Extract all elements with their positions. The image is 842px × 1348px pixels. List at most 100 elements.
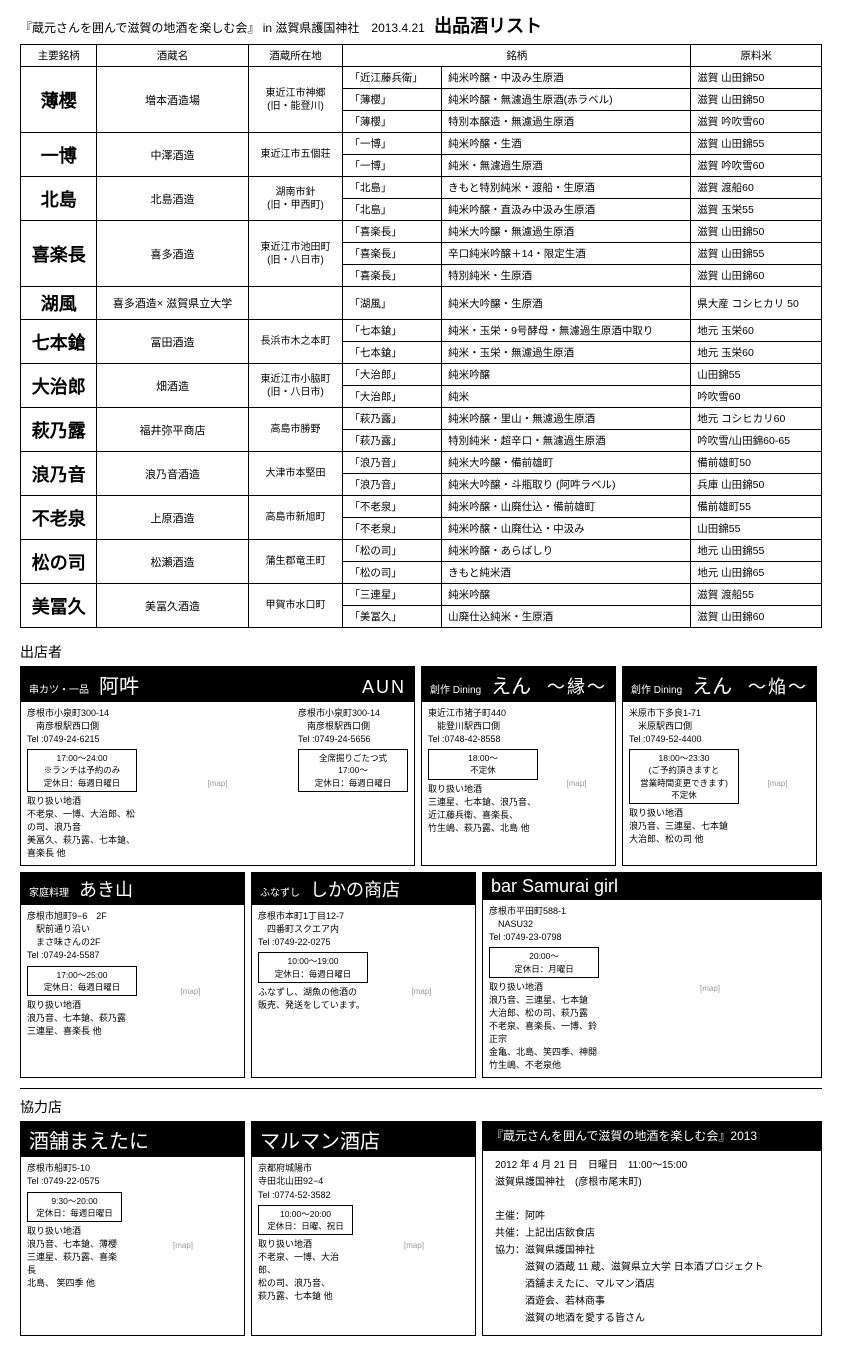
outlet-sake: 取り扱い地酒浪乃音、七本鎗、薄櫻三連星、萩乃露、喜楽長北島、 笑四季 他 bbox=[27, 1225, 122, 1290]
page-header: 『蔵元さんを囲んで滋賀の地酒を楽しむ会』 in 滋賀県護国神社 2013.4.2… bbox=[20, 12, 822, 38]
outlet-name: 阿吽 bbox=[99, 670, 139, 699]
rice-cell: 兵庫 山田錦50 bbox=[691, 474, 822, 496]
product-name: 「大治郎」 bbox=[343, 386, 442, 408]
outlet-hours: 17:00〜25:00定休日：毎週日曜日 bbox=[27, 966, 137, 997]
outlet-card: マルマン酒店京都府城陽市寺田北山田92−4Tel :0774-52-358210… bbox=[251, 1121, 476, 1335]
product-desc: 純米吟醸・里山・無濾過生原酒 bbox=[442, 408, 691, 430]
outlet-address: 彦根市小泉町300-14 南彦根駅西口側Tel :0749-24-6215 bbox=[27, 707, 137, 746]
product-name: 「薄櫻」 bbox=[343, 89, 442, 111]
sake-table: 主要銘柄酒蔵名酒蔵所在地銘柄原料米 薄櫻増本酒造場東近江市神郷(旧・能登川)「近… bbox=[20, 44, 822, 628]
product-name: 「美冨久」 bbox=[343, 606, 442, 628]
product-desc: 特別純米・超辛口・無濾過生原酒 bbox=[442, 430, 691, 452]
brand-cell: 大治郎 bbox=[21, 364, 97, 408]
outlet-hours: 17:00〜24:00※ランチは予約のみ定休日：毎週日曜日 bbox=[27, 749, 137, 792]
partners-row: 酒舗まえたに彦根市船町5-10Tel :0749-22-05759:30〜20:… bbox=[20, 1121, 822, 1335]
outlet-address: 彦根市小泉町300-14 南彦根駅西口側Tel :0749-24-5656 bbox=[298, 707, 408, 746]
product-desc: 純米大吟醸・斗瓶取り (阿吽ラベル) bbox=[442, 474, 691, 496]
brewery-cell: 美冨久酒造 bbox=[97, 584, 248, 628]
product-desc: 辛口純米吟醸＋14・限定生酒 bbox=[442, 243, 691, 265]
map-icon: [map] bbox=[544, 707, 609, 860]
rice-cell: 地元 山田錦55 bbox=[691, 540, 822, 562]
product-desc: 純米吟醸・山廃仕込・中汲み bbox=[442, 518, 691, 540]
product-desc: 純米吟醸・あらばしり bbox=[442, 540, 691, 562]
outlet-card: 酒舗まえたに彦根市船町5-10Tel :0749-22-05759:30〜20:… bbox=[20, 1121, 245, 1335]
map-icon: [map] bbox=[745, 707, 810, 860]
outlet-sake: 取り扱い地酒不老泉、一博、大治郎、松の司、浪乃音、萩乃露、七本鎗 他 bbox=[258, 1238, 353, 1303]
outlet-sake: 取り扱い地酒不老泉、一博、大治郎、松の司、浪乃音美冨久、萩乃露、七本鎗、喜楽長 … bbox=[27, 795, 137, 860]
outlet-sake: ふなずし、湖魚の他酒の販売、発送をしています。 bbox=[258, 986, 368, 1012]
rice-cell: 滋賀 渡船60 bbox=[691, 177, 822, 199]
rice-cell: 吟吹雪/山田錦60-65 bbox=[691, 430, 822, 452]
product-desc: 純米吟醸・生酒 bbox=[442, 133, 691, 155]
product-desc: 純米大吟醸・備前雄町 bbox=[442, 452, 691, 474]
brand-cell: 薄櫻 bbox=[21, 67, 97, 133]
product-desc: 純米・玉栄・9号酵母・無濾過生原酒中取り bbox=[442, 320, 691, 342]
outlet-name: えん bbox=[491, 670, 531, 699]
outlet-name-en: 〜縁〜 bbox=[547, 673, 607, 699]
rice-cell: 地元 玉栄60 bbox=[691, 320, 822, 342]
rice-cell: 備前雄町55 bbox=[691, 496, 822, 518]
outlet-name: あき山 bbox=[79, 876, 133, 902]
brewery-cell: 北島酒造 bbox=[97, 177, 248, 221]
product-desc: 純米・玉栄・無濾過生原酒 bbox=[442, 342, 691, 364]
brand-cell: 七本鎗 bbox=[21, 320, 97, 364]
outlet-hours: 全席掘りごたつ式17:00〜定休日：毎週日曜日 bbox=[298, 749, 408, 792]
map-icon: [map] bbox=[128, 1162, 238, 1329]
rice-cell: 地元 山田錦65 bbox=[691, 562, 822, 584]
location-cell: 大津市本堅田 bbox=[248, 452, 343, 496]
event-body: 2012 年 4 月 21 日 日曜日 11:00〜15:00滋賀県護国神社 (… bbox=[495, 1157, 809, 1327]
product-name: 「一博」 bbox=[343, 133, 442, 155]
outlet-hours: 10:00〜19:00定休日：毎週日曜日 bbox=[258, 952, 368, 983]
product-name: 「喜楽長」 bbox=[343, 243, 442, 265]
location-cell: 東近江市小脇町(旧・八日市) bbox=[248, 364, 343, 408]
product-name: 「北島」 bbox=[343, 199, 442, 221]
outlet-address: 米原市下多良1-71 米原駅西口側Tel :0749-52-4400 bbox=[629, 707, 739, 746]
outlet-address: 彦根市旭町9−6 2F 駅前通り沿い まさ味さんの2FTel :0749-24-… bbox=[27, 910, 137, 962]
rice-cell: 滋賀 山田錦50 bbox=[691, 67, 822, 89]
product-desc: 特別純米・生原酒 bbox=[442, 265, 691, 287]
product-name: 「七本鎗」 bbox=[343, 342, 442, 364]
outlets-row2: 家庭料理あき山彦根市旭町9−6 2F 駅前通り沿い まさ味さんの2FTel :0… bbox=[20, 872, 822, 1078]
outlet-sub: 家庭料理 bbox=[29, 884, 69, 899]
header-title: 出品酒リスト bbox=[434, 16, 542, 36]
product-name: 「一博」 bbox=[343, 155, 442, 177]
outlets-row: 串カツ・一品阿吽AUN彦根市小泉町300-14 南彦根駅西口側Tel :0749… bbox=[20, 666, 822, 866]
map-icon: [map] bbox=[143, 910, 238, 1072]
product-desc: 純米大吟醸・生原酒 bbox=[442, 287, 691, 320]
product-name: 「松の司」 bbox=[343, 562, 442, 584]
product-desc: 特別本醸造・無濾過生原酒 bbox=[442, 111, 691, 133]
location-cell: 東近江市五個荘 bbox=[248, 133, 343, 177]
brewery-cell: 福井弥平商店 bbox=[97, 408, 248, 452]
product-name: 「喜楽長」 bbox=[343, 265, 442, 287]
outlet-card: 創作 Diningえん〜焔〜米原市下多良1-71 米原駅西口側Tel :0749… bbox=[622, 666, 817, 866]
outlet-address: 彦根市平田町588-1 NASU32Tel :0749-23-0798 bbox=[489, 905, 599, 944]
location-cell: 高島市勝野 bbox=[248, 408, 343, 452]
product-name: 「七本鎗」 bbox=[343, 320, 442, 342]
product-name: 「浪乃音」 bbox=[343, 452, 442, 474]
product-desc: 山廃仕込純米・生原酒 bbox=[442, 606, 691, 628]
map-icon: [map] bbox=[374, 910, 469, 1072]
brand-cell: 浪乃音 bbox=[21, 452, 97, 496]
brewery-cell: 浪乃音酒造 bbox=[97, 452, 248, 496]
product-desc: きもと純米酒 bbox=[442, 562, 691, 584]
map-icon: [map] bbox=[605, 905, 815, 1072]
rice-cell: 滋賀 山田錦55 bbox=[691, 133, 822, 155]
section-outlets: 出店者 bbox=[20, 642, 822, 662]
product-desc: きもと特別純米・渡船・生原酒 bbox=[442, 177, 691, 199]
event-title: 『蔵元さんを囲んで滋賀の地酒を楽しむ会』2013 bbox=[483, 1122, 821, 1150]
outlet-hours: 18:00〜23:30(ご予約頂きますと営業時間変更できます)不定休 bbox=[629, 749, 739, 804]
rice-cell: 県大産 コシヒカリ 50 bbox=[691, 287, 822, 320]
location-cell bbox=[248, 287, 343, 320]
rice-cell: 滋賀 山田錦60 bbox=[691, 606, 822, 628]
location-cell: 東近江市神郷(旧・能登川) bbox=[248, 67, 343, 133]
col-header: 酒蔵名 bbox=[97, 45, 248, 67]
product-desc: 純米・無濾過生原酒 bbox=[442, 155, 691, 177]
col-header: 主要銘柄 bbox=[21, 45, 97, 67]
product-name: 「萩乃露」 bbox=[343, 408, 442, 430]
product-name: 「萩乃露」 bbox=[343, 430, 442, 452]
product-desc: 純米吟醸・山廃仕込・備前雄町 bbox=[442, 496, 691, 518]
brand-cell: 萩乃露 bbox=[21, 408, 97, 452]
brewery-cell: 上原酒造 bbox=[97, 496, 248, 540]
outlet-hours: 9:30〜20:00定休日：毎週日曜日 bbox=[27, 1192, 122, 1223]
location-cell: 蒲生郡竜王町 bbox=[248, 540, 343, 584]
